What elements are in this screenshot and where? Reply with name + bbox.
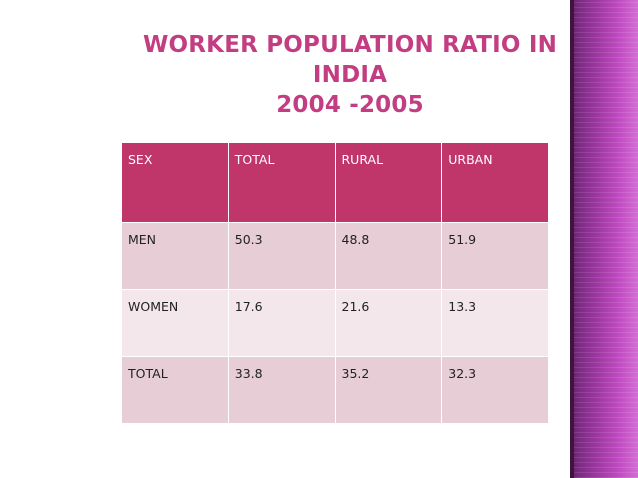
table-cell-urban: 51.9	[441, 222, 549, 290]
table-cell-sex: MEN	[121, 222, 229, 290]
worker-population-table: SEX TOTAL RURAL URBAN MEN 50.3 48.8 51.9…	[121, 142, 549, 424]
header-cell-rural: RURAL	[334, 142, 443, 223]
table-cell-urban: 32.3	[441, 356, 549, 424]
table-row: WOMEN 17.6 21.6 13.3	[121, 289, 549, 357]
table-cell-sex: WOMEN	[121, 289, 229, 357]
slide-title-line-2: 2004 -2005	[276, 92, 424, 118]
table-row: MEN 50.3 48.8 51.9	[121, 222, 549, 290]
header-cell-total: TOTAL	[227, 142, 336, 223]
table-cell-urban: 13.3	[441, 289, 549, 357]
table-cell-total: 33.8	[227, 356, 336, 424]
table-cell-rural: 35.2	[334, 356, 443, 424]
header-cell-urban: URBAN	[441, 142, 549, 223]
slide-title: WORKER POPULATION RATIO IN INDIA 2004 -2…	[120, 30, 580, 120]
table-header-row: SEX TOTAL RURAL URBAN	[121, 142, 549, 223]
decorative-side-band	[570, 0, 638, 478]
header-cell-sex: SEX	[121, 142, 229, 223]
table-cell-rural: 21.6	[334, 289, 443, 357]
slide-title-line-1: WORKER POPULATION RATIO IN INDIA	[142, 32, 558, 88]
data-table-container: SEX TOTAL RURAL URBAN MEN 50.3 48.8 51.9…	[121, 142, 549, 424]
table-cell-total: 17.6	[227, 289, 336, 357]
table-row: TOTAL 33.8 35.2 32.3	[121, 356, 549, 424]
table-cell-sex: TOTAL	[121, 356, 229, 424]
table-cell-total: 50.3	[227, 222, 336, 290]
table-cell-rural: 48.8	[334, 222, 443, 290]
